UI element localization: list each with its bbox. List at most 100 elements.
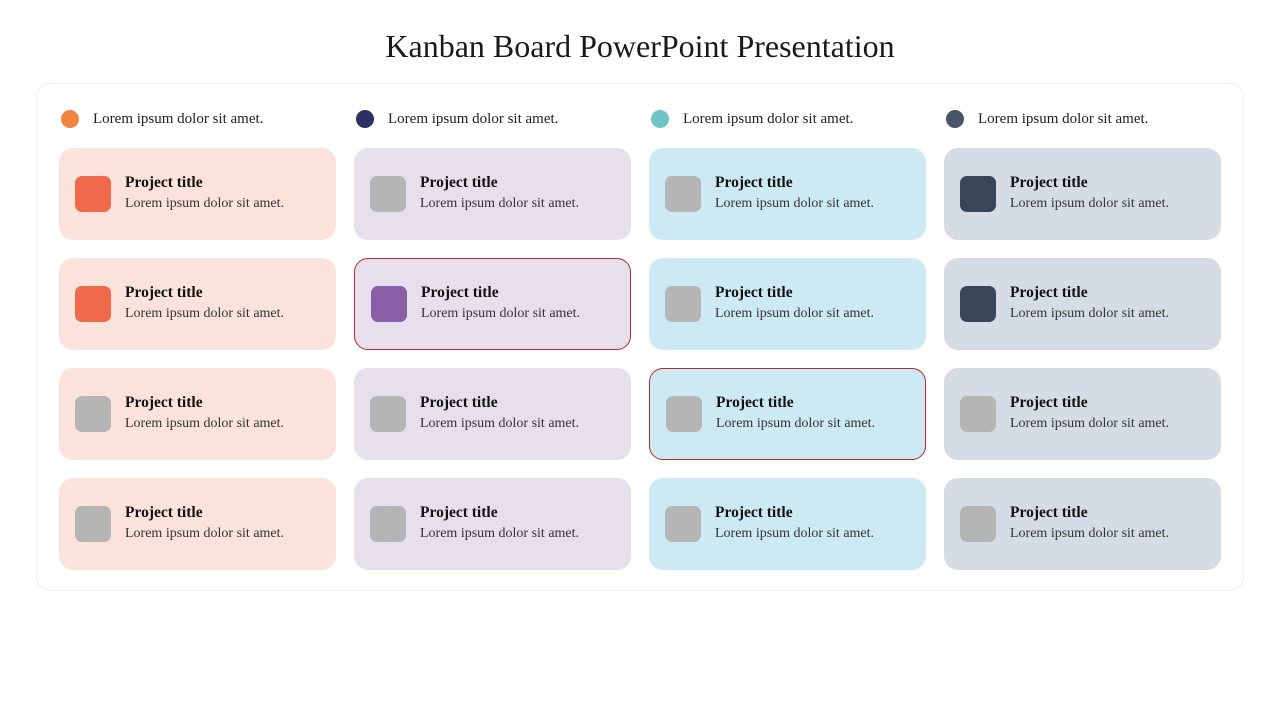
card-title: Project title	[125, 394, 322, 412]
kanban-card[interactable]: Project title Lorem ipsum dolor sit amet.	[59, 148, 336, 240]
card-thumb-icon	[371, 286, 407, 322]
kanban-card[interactable]: Project title Lorem ipsum dolor sit amet.	[59, 258, 336, 350]
card-title: Project title	[125, 284, 322, 302]
card-title: Project title	[421, 284, 616, 302]
card-text: Project title Lorem ipsum dolor sit amet.	[125, 284, 322, 323]
card-description: Lorem ipsum dolor sit amet.	[1010, 525, 1207, 543]
kanban-card[interactable]: Project title Lorem ipsum dolor sit amet.	[944, 148, 1221, 240]
card-text: Project title Lorem ipsum dolor sit amet.	[420, 394, 617, 433]
card-title: Project title	[1010, 284, 1207, 302]
kanban-card[interactable]: Project title Lorem ipsum dolor sit amet.	[944, 478, 1221, 570]
card-title: Project title	[715, 174, 912, 192]
card-thumb-icon	[75, 506, 111, 542]
column-label: Lorem ipsum dolor sit amet.	[93, 111, 263, 128]
card-thumb-icon	[75, 286, 111, 322]
card-thumb-icon	[960, 286, 996, 322]
card-title: Project title	[1010, 394, 1207, 412]
card-title: Project title	[420, 504, 617, 522]
card-text: Project title Lorem ipsum dolor sit amet.	[715, 174, 912, 213]
card-description: Lorem ipsum dolor sit amet.	[125, 525, 322, 543]
card-thumb-icon	[370, 396, 406, 432]
card-thumb-icon	[666, 396, 702, 432]
card-text: Project title Lorem ipsum dolor sit amet.	[125, 394, 322, 433]
card-thumb-icon	[75, 396, 111, 432]
kanban-card[interactable]: Project title Lorem ipsum dolor sit amet.	[649, 368, 926, 460]
column-dot-icon	[946, 110, 964, 128]
card-title: Project title	[1010, 174, 1207, 192]
card-thumb-icon	[960, 506, 996, 542]
card-title: Project title	[420, 174, 617, 192]
card-list: Project title Lorem ipsum dolor sit amet.…	[944, 148, 1221, 570]
card-thumb-icon	[370, 506, 406, 542]
card-thumb-icon	[960, 176, 996, 212]
column-label: Lorem ipsum dolor sit amet.	[388, 111, 558, 128]
kanban-card[interactable]: Project title Lorem ipsum dolor sit amet.	[354, 368, 631, 460]
column-label: Lorem ipsum dolor sit amet.	[978, 111, 1148, 128]
card-title: Project title	[715, 284, 912, 302]
column-label: Lorem ipsum dolor sit amet.	[683, 111, 853, 128]
card-description: Lorem ipsum dolor sit amet.	[420, 195, 617, 213]
card-description: Lorem ipsum dolor sit amet.	[125, 305, 322, 323]
card-list: Project title Lorem ipsum dolor sit amet.…	[649, 148, 926, 570]
card-thumb-icon	[665, 506, 701, 542]
card-thumb-icon	[960, 396, 996, 432]
card-text: Project title Lorem ipsum dolor sit amet.	[1010, 284, 1207, 323]
card-description: Lorem ipsum dolor sit amet.	[715, 195, 912, 213]
card-thumb-icon	[665, 176, 701, 212]
card-description: Lorem ipsum dolor sit amet.	[1010, 305, 1207, 323]
card-text: Project title Lorem ipsum dolor sit amet.	[1010, 394, 1207, 433]
card-thumb-icon	[370, 176, 406, 212]
column-dot-icon	[61, 110, 79, 128]
card-description: Lorem ipsum dolor sit amet.	[715, 525, 912, 543]
card-text: Project title Lorem ipsum dolor sit amet.	[421, 284, 616, 323]
column-dot-icon	[356, 110, 374, 128]
card-description: Lorem ipsum dolor sit amet.	[420, 525, 617, 543]
card-list: Project title Lorem ipsum dolor sit amet.…	[354, 148, 631, 570]
card-text: Project title Lorem ipsum dolor sit amet.	[715, 504, 912, 543]
slide-title: Kanban Board PowerPoint Presentation	[0, 0, 1280, 83]
card-description: Lorem ipsum dolor sit amet.	[420, 415, 617, 433]
card-text: Project title Lorem ipsum dolor sit amet.	[1010, 174, 1207, 213]
card-description: Lorem ipsum dolor sit amet.	[1010, 195, 1207, 213]
card-description: Lorem ipsum dolor sit amet.	[421, 305, 616, 323]
card-title: Project title	[715, 504, 912, 522]
kanban-card[interactable]: Project title Lorem ipsum dolor sit amet.	[649, 258, 926, 350]
card-description: Lorem ipsum dolor sit amet.	[125, 415, 322, 433]
card-title: Project title	[125, 174, 322, 192]
kanban-card[interactable]: Project title Lorem ipsum dolor sit amet.	[944, 368, 1221, 460]
card-text: Project title Lorem ipsum dolor sit amet.	[420, 174, 617, 213]
kanban-card[interactable]: Project title Lorem ipsum dolor sit amet.	[354, 148, 631, 240]
column-header: Lorem ipsum dolor sit amet.	[59, 110, 336, 128]
card-text: Project title Lorem ipsum dolor sit amet.	[716, 394, 911, 433]
kanban-column-3: Lorem ipsum dolor sit amet. Project titl…	[649, 110, 926, 570]
card-description: Lorem ipsum dolor sit amet.	[715, 305, 912, 323]
column-dot-icon	[651, 110, 669, 128]
card-title: Project title	[125, 504, 322, 522]
kanban-card[interactable]: Project title Lorem ipsum dolor sit amet.	[354, 258, 631, 350]
card-description: Lorem ipsum dolor sit amet.	[125, 195, 322, 213]
kanban-card[interactable]: Project title Lorem ipsum dolor sit amet.	[944, 258, 1221, 350]
card-thumb-icon	[665, 286, 701, 322]
card-text: Project title Lorem ipsum dolor sit amet.	[125, 504, 322, 543]
kanban-column-4: Lorem ipsum dolor sit amet. Project titl…	[944, 110, 1221, 570]
column-header: Lorem ipsum dolor sit amet.	[649, 110, 926, 128]
card-title: Project title	[420, 394, 617, 412]
column-header: Lorem ipsum dolor sit amet.	[944, 110, 1221, 128]
kanban-card[interactable]: Project title Lorem ipsum dolor sit amet.	[59, 368, 336, 460]
kanban-board: Lorem ipsum dolor sit amet. Project titl…	[36, 83, 1244, 591]
kanban-card[interactable]: Project title Lorem ipsum dolor sit amet.	[59, 478, 336, 570]
card-text: Project title Lorem ipsum dolor sit amet.	[125, 174, 322, 213]
card-description: Lorem ipsum dolor sit amet.	[716, 415, 911, 433]
card-list: Project title Lorem ipsum dolor sit amet.…	[59, 148, 336, 570]
kanban-card[interactable]: Project title Lorem ipsum dolor sit amet.	[354, 478, 631, 570]
card-description: Lorem ipsum dolor sit amet.	[1010, 415, 1207, 433]
kanban-card[interactable]: Project title Lorem ipsum dolor sit amet.	[649, 478, 926, 570]
card-thumb-icon	[75, 176, 111, 212]
kanban-column-2: Lorem ipsum dolor sit amet. Project titl…	[354, 110, 631, 570]
card-text: Project title Lorem ipsum dolor sit amet.	[715, 284, 912, 323]
kanban-column-1: Lorem ipsum dolor sit amet. Project titl…	[59, 110, 336, 570]
card-text: Project title Lorem ipsum dolor sit amet.	[420, 504, 617, 543]
card-title: Project title	[716, 394, 911, 412]
card-title: Project title	[1010, 504, 1207, 522]
kanban-card[interactable]: Project title Lorem ipsum dolor sit amet.	[649, 148, 926, 240]
